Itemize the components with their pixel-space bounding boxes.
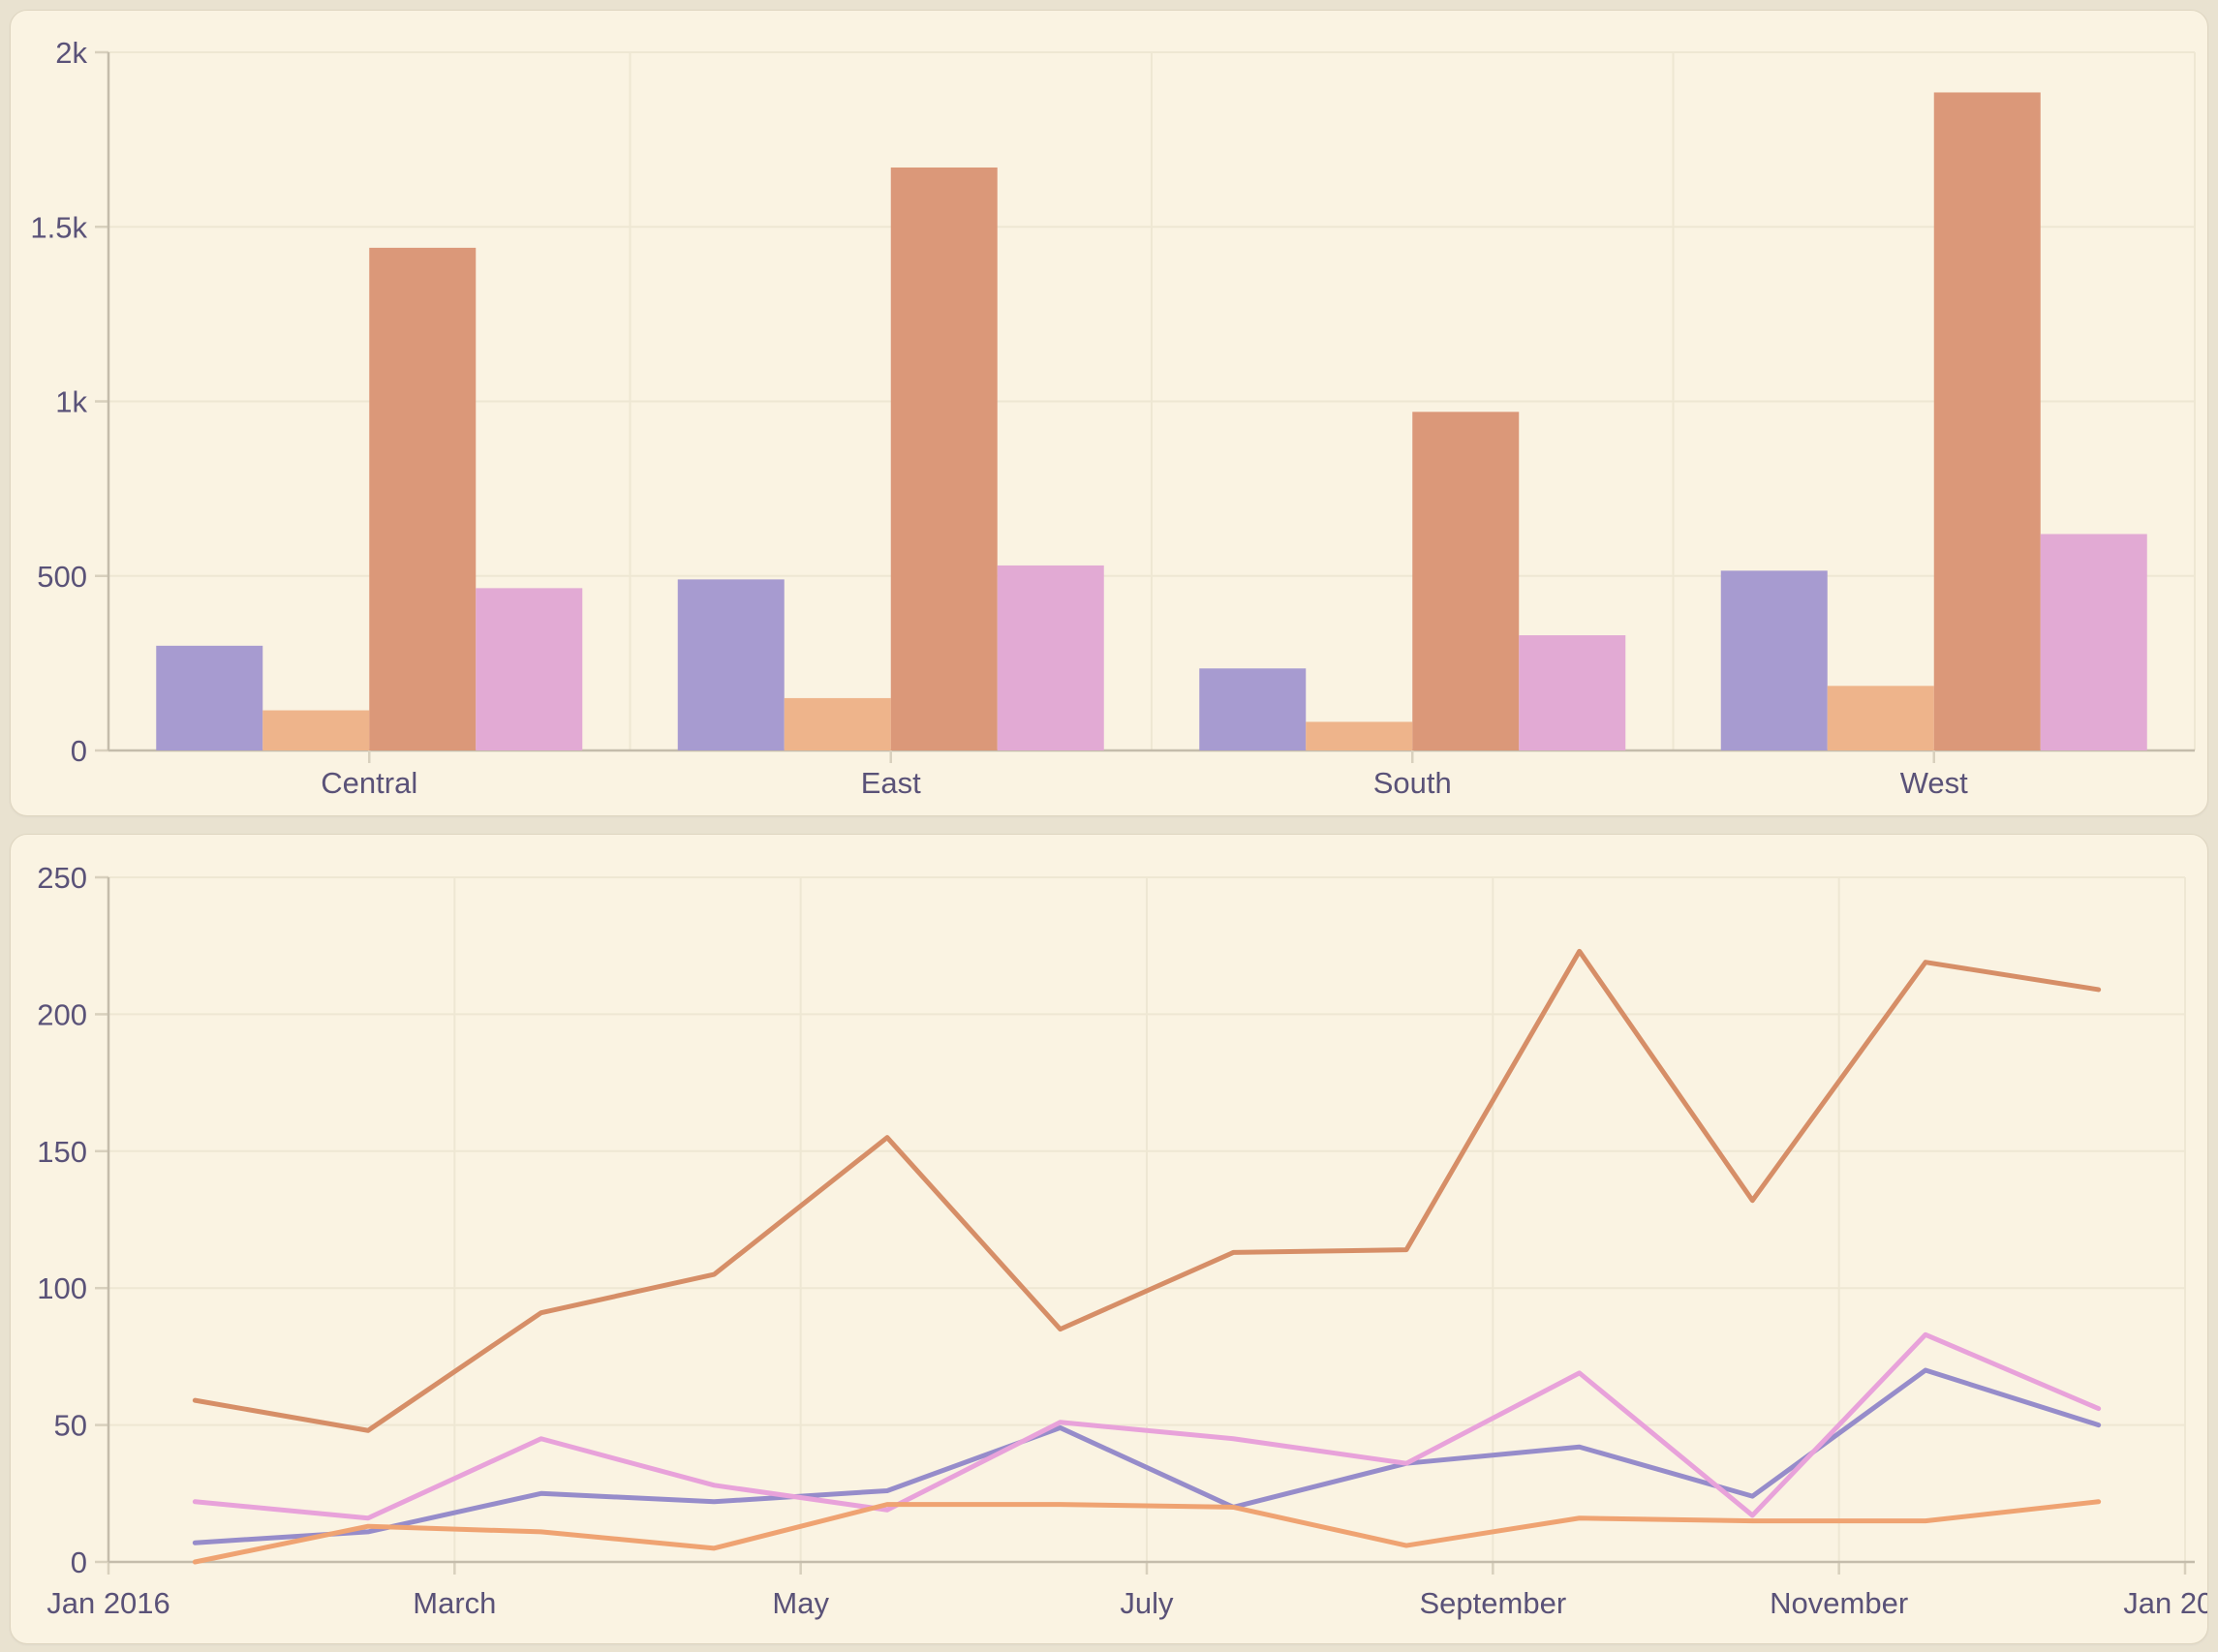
y-axis-label: 2k [55,36,87,70]
x-axis-label: September [1420,1586,1567,1620]
y-axis-label: 0 [71,1545,87,1579]
bar-light-orange-series-central[interactable] [262,710,370,750]
bar-pink-series-east[interactable] [997,565,1104,750]
bar-purple-series-south[interactable] [1199,668,1307,750]
line-pink-series[interactable] [192,1331,2102,1521]
x-axis-label: South [1373,766,1452,800]
bar-purple-series-west[interactable] [1720,570,1828,750]
bar-purple-series-central[interactable] [156,645,263,750]
bar-purple-series-east[interactable] [677,579,785,750]
line-chart-panel: 0 50 100 150 200 250 Jan 2016 March May July Septe… [10,834,2208,1644]
x-axis-label: May [772,1586,829,1620]
bar-chart-panel: 0 500 1k 1.5k 2k Central East South West [10,10,2208,816]
bar-light-orange-series-west[interactable] [1827,686,1934,750]
line-salmon-series[interactable] [192,948,2102,1433]
x-axis-label: November [1770,1586,1908,1620]
line-purple-series[interactable] [192,1367,2102,1545]
x-axis-label: Central [321,766,417,800]
x-axis-label: Jan 2017 [2123,1586,2207,1620]
bar-chart[interactable]: 0 500 1k 1.5k 2k Central East South West [11,11,2207,815]
y-axis-label: 200 [37,997,87,1031]
y-axis-label: 250 [37,861,87,895]
x-axis-label: March [413,1586,496,1620]
bar-salmon-series-west[interactable] [1933,92,2041,750]
y-axis-label: 50 [54,1409,87,1443]
y-axis-label: 100 [37,1271,87,1305]
bar-light-orange-series-east[interactable] [784,697,891,750]
x-axis-label: East [861,766,921,800]
y-axis-label: 1.5k [30,210,87,244]
bar-salmon-series-central[interactable] [369,247,477,750]
bar-light-orange-series-south[interactable] [1306,721,1413,750]
x-axis-label: July [1120,1586,1174,1620]
bar-salmon-series-east[interactable] [890,167,998,751]
bar-pink-series-south[interactable] [1519,635,1626,750]
y-axis-label: 1k [55,385,87,419]
x-axis-label: West [1900,766,1968,800]
bar-pink-series-west[interactable] [2040,534,2147,750]
bar-pink-series-central[interactable] [476,588,583,750]
line-chart[interactable]: 0 50 100 150 200 250 Jan 2016 March May July Septe… [11,835,2207,1643]
line-light-orange-series[interactable] [192,1499,2102,1565]
y-axis-label: 150 [37,1135,87,1169]
bar-salmon-series-south[interactable] [1412,412,1520,750]
y-axis-label: 500 [37,560,87,594]
x-axis-label: Jan 2016 [46,1586,170,1620]
y-axis-label: 0 [71,734,87,768]
